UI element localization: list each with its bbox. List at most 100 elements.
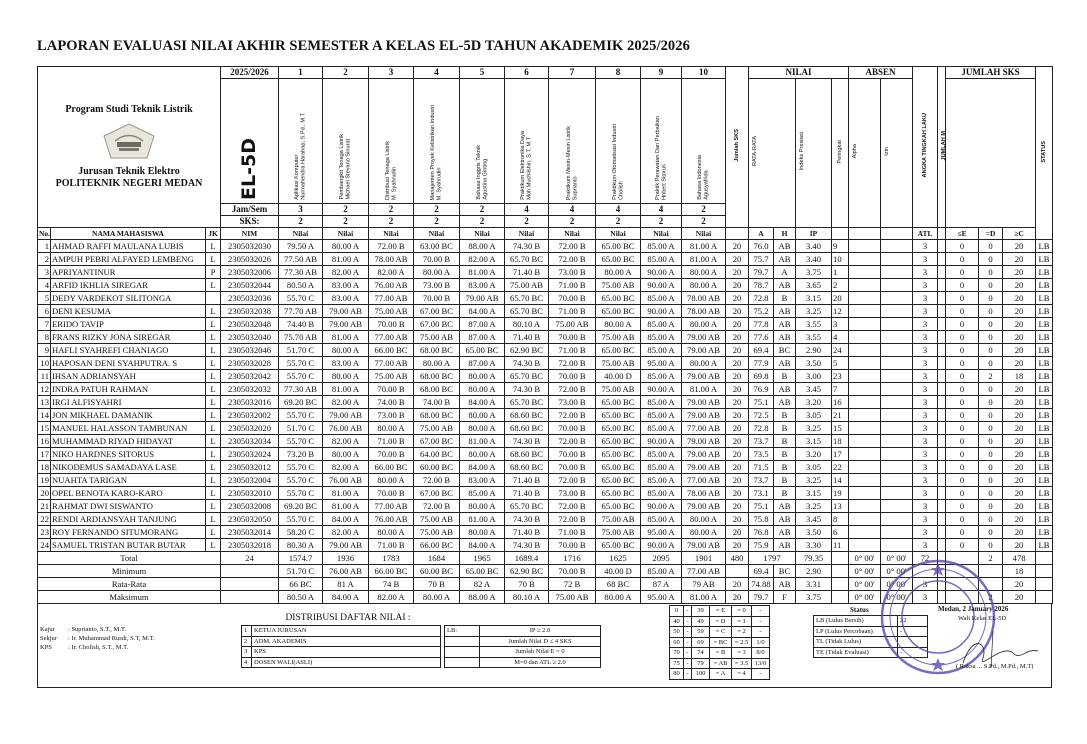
student-izin xyxy=(880,265,914,279)
student-d: 0 xyxy=(978,317,1004,331)
status-title: Status xyxy=(850,606,869,614)
summary-row: Total 24 1574.7 1936 1783 1684 1965 1689.4 1716 1… xyxy=(36,551,1054,565)
student-grade: 79.00 AB xyxy=(322,304,370,318)
student-m xyxy=(937,538,947,552)
student-m xyxy=(937,499,947,513)
student-jk: L xyxy=(204,239,222,253)
summary-avg: 1797 xyxy=(748,551,797,565)
student-alpha xyxy=(848,525,882,539)
student-alpha xyxy=(848,343,882,357)
subject-jam: 2 xyxy=(368,203,415,216)
summary-gc: 20 xyxy=(1002,590,1037,604)
student-no: 11 xyxy=(37,369,51,383)
summary-sks: 20 xyxy=(725,590,750,604)
official-line: Sekjur: Ir. Muhammad Rusdi, S.T, M.T. xyxy=(40,634,155,643)
student-le: 0 xyxy=(945,460,980,474)
student-d: 0 xyxy=(978,382,1004,396)
student-izin xyxy=(880,447,914,461)
scale-from: 0 xyxy=(669,605,684,617)
student-grade: 67.00 BC xyxy=(413,486,461,500)
student-grade: 68.00 BC xyxy=(413,343,461,357)
student-izin xyxy=(880,460,914,474)
summary-grade: 65.00 BC xyxy=(459,564,506,578)
student-grade: 71.00 B xyxy=(548,278,597,292)
subject-header: Bahasa Indonesia Agusyafrida xyxy=(681,78,727,204)
student-grade: 80.00 A xyxy=(413,265,461,279)
subject-sks: 2 xyxy=(595,215,642,228)
student-grade: 71.00 B xyxy=(548,304,597,318)
grade-table: Program Studi Teknik Listrik Jurusan Tek… xyxy=(36,66,1054,604)
student-grade: 65.70 BC xyxy=(504,252,550,266)
student-alpha xyxy=(848,239,882,253)
scale-count: 13/0 xyxy=(751,657,770,669)
student-d: 0 xyxy=(978,538,1004,552)
subject-number: 1 xyxy=(278,66,324,79)
col-sks-blank xyxy=(725,227,750,240)
scale-point: = 3.5 xyxy=(731,657,752,669)
student-no: 13 xyxy=(37,395,51,409)
student-jk: L xyxy=(204,278,222,292)
subject-number: 6 xyxy=(504,66,550,79)
student-gc: 20 xyxy=(1002,239,1037,253)
rata-rata-label: RATA-RATA xyxy=(752,136,759,167)
subject-sks: 2 xyxy=(413,215,461,228)
scale-from: 60 xyxy=(669,636,684,648)
student-avg: 72.8 xyxy=(748,291,775,305)
scale-to: 59 xyxy=(691,626,710,638)
student-grade: 81.00 A xyxy=(459,434,506,448)
subject-lecturer: Hobert Sitorus xyxy=(661,164,668,200)
student-grade: 72.00 B xyxy=(413,473,461,487)
summary-status xyxy=(1035,551,1054,565)
peringkat-header: Peringkat xyxy=(831,78,850,228)
student-status: LB xyxy=(1035,278,1054,292)
student-sks: 20 xyxy=(725,369,750,383)
student-grade: 80.00 A xyxy=(681,278,727,292)
student-row: 18 NIKODEMUS SAMADAYA LASE L 2305032012 55.7… xyxy=(37,460,1054,474)
subject-jam: 3 xyxy=(278,203,324,216)
summary-grade: 2095 xyxy=(640,551,683,565)
student-grade: 80.30 A xyxy=(278,538,324,552)
subject-title: Aplikasi Komputer Nurmahendra Harahap, S.… xyxy=(294,111,307,200)
student-rank: 21 xyxy=(831,408,850,422)
student-grade: 75.00 AB xyxy=(595,330,642,344)
student-name: IRGI ALFISYAHRI xyxy=(50,395,206,409)
subject-lecturer: Agusyafrida xyxy=(703,170,710,200)
student-gc: 20 xyxy=(1002,395,1037,409)
student-jk: L xyxy=(204,434,222,448)
student-grade: 83.00 A xyxy=(322,278,370,292)
subject-header: Praktikum Mesin-Mesin Listrik Suprianto xyxy=(548,78,597,204)
student-grade: 65.00 BC xyxy=(595,499,642,513)
student-d: 0 xyxy=(978,265,1004,279)
institution-logo xyxy=(39,122,219,160)
student-grade: 90.00 A xyxy=(640,434,683,448)
student-sks: 20 xyxy=(725,291,750,305)
col-a: A xyxy=(748,227,775,240)
student-gc: 20 xyxy=(1002,460,1037,474)
scale-from: 40 xyxy=(669,615,684,627)
student-ip: 3.30 xyxy=(795,538,833,552)
student-grade: 75.00 AB xyxy=(595,512,642,526)
student-rank: 3 xyxy=(831,317,850,331)
student-d: 0 xyxy=(978,447,1004,461)
student-grade: 79.00 AB xyxy=(681,447,727,461)
student-le: 0 xyxy=(945,486,980,500)
col-no: No. xyxy=(37,227,51,240)
student-gc: 20 xyxy=(1002,408,1037,422)
student-grade: 80.00 A xyxy=(595,317,642,331)
student-grade: 72.00 B xyxy=(548,252,597,266)
nilai-group-header: NILAI xyxy=(748,66,850,79)
subject-jam: 2 xyxy=(459,203,506,216)
student-alpha xyxy=(848,447,882,461)
student-grade: 51.70 C xyxy=(278,421,324,435)
summary-grade: 70.00 B xyxy=(548,564,597,578)
student-grade: 65.00 BC xyxy=(595,252,642,266)
student-grade: 70.00 B xyxy=(548,330,597,344)
summary-alpha: 0° 00' xyxy=(848,577,882,591)
subject-header: Aplikasi Komputer Nurmahendra Harahap, S.… xyxy=(278,78,324,204)
scale-dash: - xyxy=(683,605,692,617)
student-grade: 68.00 BC xyxy=(413,369,461,383)
student-izin xyxy=(880,473,914,487)
student-grade: 62.90 BC xyxy=(504,343,550,357)
student-nim: 2305032030 xyxy=(220,239,280,253)
